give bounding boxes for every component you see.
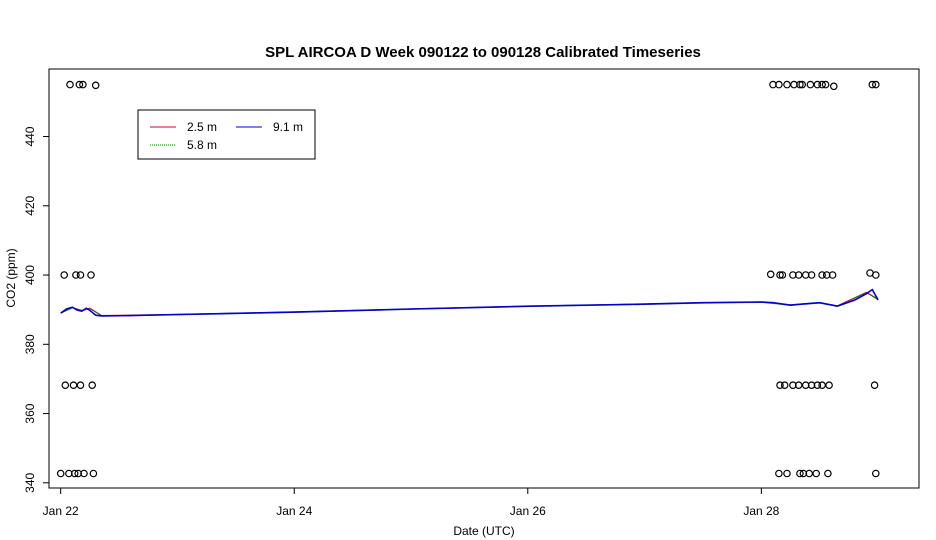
flag-point	[65, 469, 73, 478]
flag-point	[818, 271, 826, 279]
flag-point	[796, 80, 804, 89]
x-tick-label: Jan 24	[276, 504, 312, 518]
flag-point	[825, 381, 833, 390]
flag-point	[87, 271, 95, 279]
flag-point	[775, 469, 783, 478]
flag-point	[871, 271, 880, 279]
flag-point	[871, 80, 880, 89]
flag-point	[74, 469, 83, 478]
flag-point	[75, 80, 84, 89]
legend-label-9-1m: 9.1 m	[273, 120, 303, 134]
y-tick-label: 420	[23, 195, 37, 215]
flag-point	[813, 381, 822, 390]
legend-label-2-5m: 2.5 m	[187, 120, 217, 134]
plot-frame	[48, 68, 920, 489]
flag-point	[56, 469, 65, 478]
legend-label-5-8m: 5.8 m	[187, 138, 217, 152]
flag-point	[783, 469, 791, 478]
flag-point	[798, 80, 807, 89]
flag-point	[778, 271, 787, 279]
flag-point	[72, 271, 80, 279]
flag-point	[828, 271, 837, 279]
y-tick-label: 340	[23, 472, 37, 492]
x-tick-label: Jan 28	[743, 504, 779, 518]
flag-point	[775, 80, 783, 89]
flag-point	[91, 81, 100, 90]
flag-point	[868, 80, 877, 89]
flag-point	[818, 80, 826, 89]
series-lines	[60, 288, 879, 317]
flag-point	[813, 80, 822, 89]
flag-point	[80, 469, 88, 478]
flag-point	[829, 82, 838, 91]
flag-point	[870, 381, 879, 390]
flag-point	[76, 271, 85, 279]
y-axis-label: CO2 (ppm)	[4, 248, 18, 307]
flag-point	[871, 469, 880, 478]
flag-point	[776, 381, 784, 390]
x-axis-label: Date (UTC)	[453, 524, 514, 538]
flag-point	[780, 381, 789, 390]
x-tick-label: Jan 22	[43, 504, 79, 518]
y-tick-label: 380	[23, 334, 37, 354]
flag-point	[799, 469, 808, 478]
chart-title: SPL AIRCOA D Week 090122 to 090128 Calib…	[265, 44, 701, 61]
flag-point	[824, 469, 832, 478]
flag-point	[61, 381, 70, 390]
x-tick-label: Jan 26	[510, 504, 546, 518]
flag-point	[766, 270, 775, 279]
flag-point	[776, 271, 784, 279]
y-tick-label: 360	[23, 403, 37, 423]
flag-point	[66, 80, 74, 89]
flag-point	[807, 271, 816, 279]
y-axis: 340 360 380 400 420 440	[23, 126, 49, 493]
flag-point	[812, 469, 821, 478]
flag-point	[821, 80, 830, 89]
flag-point	[796, 469, 804, 478]
flag-point	[789, 381, 797, 390]
flag-point	[88, 381, 97, 390]
flag-points	[56, 80, 880, 478]
flag-point	[60, 271, 68, 279]
y-tick-label: 400	[23, 265, 37, 285]
flag-point	[89, 469, 98, 478]
series-line-9-1-m	[60, 288, 879, 317]
flag-point	[76, 381, 85, 390]
flag-point	[70, 469, 79, 478]
y-tick-label: 440	[23, 126, 37, 146]
flag-point	[789, 271, 797, 279]
legend: 2.5 m 5.8 m 9.1 m	[137, 109, 316, 160]
flag-point	[79, 80, 87, 89]
x-axis: Jan 22 Jan 24 Jan 26 Jan 28	[43, 488, 780, 518]
legend-box	[137, 109, 316, 160]
